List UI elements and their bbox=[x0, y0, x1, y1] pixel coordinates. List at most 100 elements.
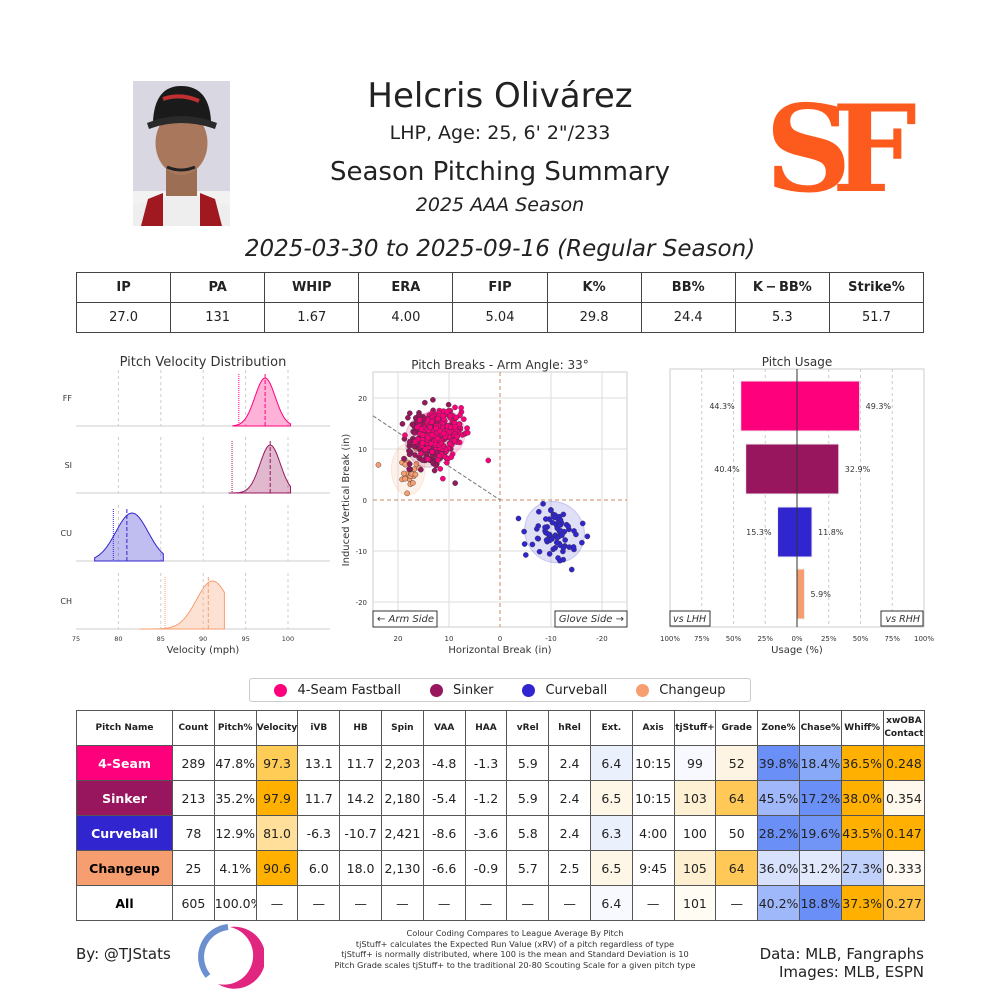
usage-label-lhh: 15.3% bbox=[746, 528, 772, 537]
usage-bar-rhh bbox=[796, 380, 861, 432]
pitch-point bbox=[546, 551, 553, 557]
pitch-point bbox=[406, 461, 413, 467]
legend-label: Sinker bbox=[453, 682, 494, 698]
row-label: CU bbox=[61, 529, 73, 538]
note-line: tjStuff+ calculates the Expected Run Val… bbox=[355, 938, 675, 949]
pitch-point bbox=[540, 500, 546, 507]
season-label: 2025 AAA Season bbox=[415, 194, 585, 216]
stat-header: ERA bbox=[358, 272, 454, 303]
table-row: All605100.0%————————6.4—101—40.2%18.8%37… bbox=[76, 885, 926, 921]
table-cell: 64 bbox=[715, 780, 759, 816]
pitch-usage-chart: Pitch Usage 44.3% 49.3% 40.4% 32.9% 15.3% 11.8… bbox=[660, 355, 934, 656]
table-cell: 6.5 bbox=[589, 850, 633, 886]
table-cell: 289 bbox=[172, 745, 215, 781]
legend-marker-icon bbox=[522, 683, 536, 697]
table-cell: -1.2 bbox=[464, 780, 508, 816]
table-cell: -4.8 bbox=[422, 745, 466, 781]
table-cell: 2,203 bbox=[380, 745, 424, 781]
methodology-notes: Colour Coding Compares to League Average… bbox=[300, 928, 730, 970]
pitch-point bbox=[521, 528, 527, 535]
column-header: HB bbox=[339, 710, 382, 746]
pitch-point bbox=[536, 548, 543, 555]
x-tick-label: -20 bbox=[596, 635, 607, 643]
column-header: Ext. bbox=[589, 710, 633, 746]
x-tick-label: 50% bbox=[726, 635, 742, 643]
pitch-point bbox=[464, 425, 470, 431]
note-line: Pitch Grade scales tjStuff+ to the tradi… bbox=[334, 959, 696, 970]
season-stats-table: IP PA WHIP ERA FIP K% BB% K − BB% Strike% 27.0 131… bbox=[75, 272, 925, 333]
pitch-point bbox=[433, 425, 439, 432]
column-header: Count bbox=[172, 710, 215, 746]
table-cell: 12.9% bbox=[213, 815, 257, 851]
pitch-point bbox=[553, 539, 560, 546]
table-cell: 37.3% bbox=[840, 885, 884, 921]
density-area bbox=[139, 580, 225, 630]
pitch-point bbox=[515, 515, 522, 522]
table-cell: 25 bbox=[172, 850, 215, 886]
table-cell: -0.9 bbox=[464, 850, 508, 886]
y-tick-label: -20 bbox=[356, 599, 367, 607]
legend-item: Curveball bbox=[522, 683, 607, 698]
pitch-name-cell: Curveball bbox=[76, 815, 173, 851]
pitch-point bbox=[399, 421, 406, 427]
pitch-point bbox=[555, 555, 561, 561]
column-header: HAA bbox=[464, 710, 508, 746]
table-cell: -1.3 bbox=[464, 745, 508, 781]
pitch-point bbox=[464, 429, 471, 436]
table-cell: 19.6% bbox=[798, 815, 842, 851]
pitch-point bbox=[375, 462, 382, 468]
usage-label-rhh: 49.3% bbox=[866, 402, 892, 411]
glove-side-label: Glove Side → bbox=[559, 614, 624, 625]
column-header: Zone% bbox=[757, 710, 800, 746]
usage-label-rhh: 32.9% bbox=[845, 465, 871, 474]
pitch-point bbox=[543, 537, 550, 543]
pitch-point bbox=[418, 466, 424, 473]
pitch-point bbox=[435, 457, 441, 463]
table-cell: -6.3 bbox=[297, 815, 341, 851]
table-cell: -6.6 bbox=[422, 850, 466, 886]
column-header: xwOBA Contact bbox=[882, 710, 926, 746]
table-cell: 9:45 bbox=[631, 850, 675, 886]
usage-bar-lhh bbox=[740, 380, 798, 432]
author-credit: By: @TJStats bbox=[76, 945, 171, 963]
x-tick-label: 0 bbox=[498, 635, 502, 643]
table-cell: 18.8% bbox=[798, 885, 842, 921]
pitch-point bbox=[579, 539, 585, 546]
table-cell: -3.6 bbox=[464, 815, 508, 851]
pitch-point bbox=[557, 517, 564, 523]
table-cell: — bbox=[255, 885, 299, 921]
pitch-point bbox=[447, 440, 453, 447]
pitch-name-cell: Changeup bbox=[76, 850, 173, 886]
pitch-point bbox=[411, 430, 418, 436]
table-cell: 6.5 bbox=[589, 780, 633, 816]
stat-header: K − BB% bbox=[734, 272, 830, 303]
table-cell: 81.0 bbox=[255, 815, 299, 851]
stat-header: BB% bbox=[640, 272, 736, 303]
column-header: VAA bbox=[422, 710, 466, 746]
density-area bbox=[94, 512, 164, 562]
table-cell: 64 bbox=[715, 850, 759, 886]
table-cell: 99 bbox=[673, 745, 717, 781]
pitch-name-cell: Sinker bbox=[76, 780, 173, 816]
row-label: FF bbox=[63, 394, 73, 403]
table-cell: -8.6 bbox=[422, 815, 466, 851]
pitch-point bbox=[452, 423, 458, 430]
table-cell: 0.333 bbox=[882, 850, 926, 886]
annotation-box bbox=[880, 610, 924, 627]
pitch-point bbox=[458, 405, 464, 411]
usage-bar-rhh bbox=[796, 443, 840, 495]
x-tick-label: 75% bbox=[694, 635, 710, 643]
pitch-name-cell: 4-Seam bbox=[76, 745, 173, 781]
table-row: Sinker 213 35.2% 97.9 11.7 14.2 2,180 -5.4 -1.2 5… bbox=[76, 780, 926, 816]
x-tick-label: -10 bbox=[545, 635, 556, 643]
table-cell: — bbox=[715, 885, 759, 921]
pitch-point bbox=[404, 490, 410, 497]
pitch-point bbox=[401, 470, 407, 477]
stat-header: WHIP bbox=[264, 272, 360, 303]
table-cell: 36.5% bbox=[840, 745, 884, 781]
y-tick-label: 10 bbox=[358, 446, 367, 454]
team-logo: SF bbox=[765, 79, 917, 220]
x-axis-label: Velocity (mph) bbox=[167, 645, 240, 656]
table-cell: 18.4% bbox=[798, 745, 842, 781]
table-cell: 11.7 bbox=[297, 780, 341, 816]
